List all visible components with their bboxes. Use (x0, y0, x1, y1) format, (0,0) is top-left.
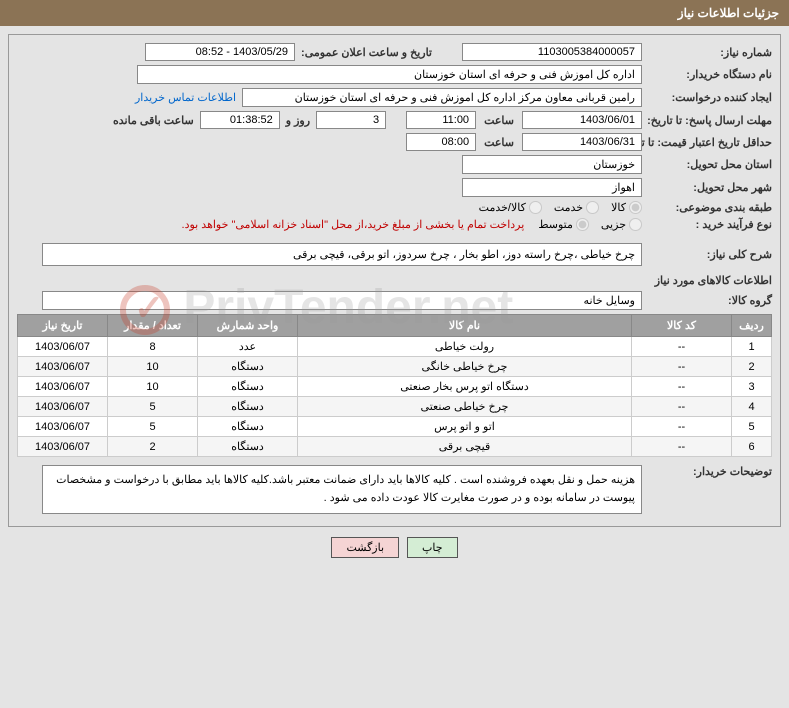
desc-label: شرح کلی نیاز: (642, 248, 772, 261)
print-button[interactable]: چاپ (407, 537, 458, 558)
table-cell: 5 (732, 417, 772, 437)
reply-time: 11:00 (406, 111, 476, 129)
table-cell: -- (632, 417, 732, 437)
table-cell: 10 (108, 357, 198, 377)
table-cell: 5 (108, 417, 198, 437)
delivery-prov-label: استان محل تحویل: (642, 158, 772, 171)
need-number-label: شماره نیاز: (642, 46, 772, 59)
th-unit: واحد شمارش (198, 315, 298, 337)
process-radios: جزیی متوسط (538, 218, 642, 231)
th-date: تاریخ نیاز (18, 315, 108, 337)
countdown-value: 01:38:52 (200, 111, 280, 129)
valid-time: 08:00 (406, 133, 476, 151)
desc-value: چرخ خیاطی ،چرخ راسته دوز، اطو بخار ، چرخ… (42, 243, 642, 266)
delivery-prov-value: خوزستان (462, 155, 642, 174)
group-label: گروه کالا: (642, 294, 772, 307)
table-row: 6--قیچی برقیدستگاه21403/06/07 (18, 437, 772, 457)
radio-both[interactable]: کالا/خدمت (479, 201, 542, 214)
table-cell: -- (632, 437, 732, 457)
announce-label: تاریخ و ساعت اعلان عمومی: (295, 46, 432, 59)
table-cell: عدد (198, 337, 298, 357)
table-cell: 1403/06/07 (18, 417, 108, 437)
group-value: وسایل خانه (42, 291, 642, 310)
radio-medium[interactable]: متوسط (538, 218, 589, 231)
delivery-city-value: اهواز (462, 178, 642, 197)
buyer-notes-value: هزینه حمل و نقل بعهده فروشنده است . کلیه… (42, 465, 642, 514)
table-row: 1--رولت خیاطیعدد81403/06/07 (18, 337, 772, 357)
table-cell: -- (632, 357, 732, 377)
table-cell: 5 (108, 397, 198, 417)
table-cell: 2 (108, 437, 198, 457)
table-row: 2--چرخ خیاطی خانگیدستگاه101403/06/07 (18, 357, 772, 377)
th-row: ردیف (732, 315, 772, 337)
table-cell: رولت خیاطی (298, 337, 632, 357)
delivery-city-label: شهر محل تحویل: (642, 181, 772, 194)
time-label-2: ساعت (476, 136, 522, 149)
valid-date: 1403/06/31 (522, 133, 642, 151)
table-cell: چرخ خیاطی خانگی (298, 357, 632, 377)
radio-partial[interactable]: جزیی (601, 218, 642, 231)
radio-service[interactable]: خدمت (554, 201, 599, 214)
button-row: چاپ بازگشت (0, 537, 789, 558)
table-cell: دستگاه (198, 397, 298, 417)
process-note: پرداخت تمام یا بخشی از مبلغ خرید،از محل … (182, 218, 539, 231)
requester-label: ایجاد کننده درخواست: (642, 91, 772, 104)
th-name: نام کالا (298, 315, 632, 337)
th-qty: تعداد / مقدار (108, 315, 198, 337)
valid-until-label: حداقل تاریخ اعتبار قیمت: تا تاریخ: (642, 136, 772, 149)
table-cell: اتو و اتو پرس (298, 417, 632, 437)
table-cell: -- (632, 337, 732, 357)
table-cell: 1403/06/07 (18, 357, 108, 377)
category-radios: کالا خدمت کالا/خدمت (479, 201, 642, 214)
table-cell: 8 (108, 337, 198, 357)
table-cell: دستگاه (198, 437, 298, 457)
table-cell: دستگاه (198, 357, 298, 377)
table-cell: 3 (732, 377, 772, 397)
table-cell: 1403/06/07 (18, 437, 108, 457)
time-label-1: ساعت (476, 114, 522, 127)
table-cell: 1403/06/07 (18, 337, 108, 357)
radio-goods[interactable]: کالا (611, 201, 642, 214)
table-row: 5--اتو و اتو پرسدستگاه51403/06/07 (18, 417, 772, 437)
table-cell: 1403/06/07 (18, 377, 108, 397)
reply-until-label: مهلت ارسال پاسخ: تا تاریخ: (642, 114, 772, 127)
table-row: 3--دستگاه اتو پرس بخار صنعتیدستگاه101403… (18, 377, 772, 397)
days-value: 3 (316, 111, 386, 129)
table-cell: قیچی برقی (298, 437, 632, 457)
table-cell: چرخ خیاطی صنعتی (298, 397, 632, 417)
table-cell: -- (632, 397, 732, 417)
remaining-label: ساعت باقی مانده (107, 114, 200, 127)
days-label: روز و (280, 114, 316, 127)
announce-value: 1403/05/29 - 08:52 (145, 43, 295, 61)
page-header: جزئیات اطلاعات نیاز (0, 0, 789, 26)
buyer-org-label: نام دستگاه خریدار: (642, 68, 772, 81)
table-cell: دستگاه (198, 417, 298, 437)
need-number-value: 1103005384000057 (462, 43, 642, 61)
table-cell: 10 (108, 377, 198, 397)
category-label: طبقه بندی موضوعی: (642, 201, 772, 214)
table-cell: دستگاه (198, 377, 298, 397)
table-cell: 4 (732, 397, 772, 417)
contact-link[interactable]: اطلاعات تماس خریدار (135, 91, 242, 104)
table-cell: 6 (732, 437, 772, 457)
table-cell: 2 (732, 357, 772, 377)
goods-table: ردیف کد کالا نام کالا واحد شمارش تعداد /… (17, 314, 772, 457)
reply-date: 1403/06/01 (522, 111, 642, 129)
table-cell: 1 (732, 337, 772, 357)
table-row: 4--چرخ خیاطی صنعتیدستگاه51403/06/07 (18, 397, 772, 417)
buyer-notes-label: توضیحات خریدار: (642, 465, 772, 478)
table-cell: 1403/06/07 (18, 397, 108, 417)
th-code: کد کالا (632, 315, 732, 337)
goods-section-title: اطلاعات کالاهای مورد نیاز (17, 274, 772, 287)
process-label: نوع فرآیند خرید : (642, 218, 772, 231)
table-cell: -- (632, 377, 732, 397)
requester-value: رامین قربانی معاون مرکز اداره کل اموزش ف… (242, 88, 642, 107)
main-panel: شماره نیاز: 1103005384000057 تاریخ و ساع… (8, 34, 781, 527)
page-title: جزئیات اطلاعات نیاز (678, 6, 779, 20)
back-button[interactable]: بازگشت (331, 537, 399, 558)
table-cell: دستگاه اتو پرس بخار صنعتی (298, 377, 632, 397)
buyer-org-value: اداره کل اموزش فنی و حرفه ای استان خوزست… (137, 65, 642, 84)
